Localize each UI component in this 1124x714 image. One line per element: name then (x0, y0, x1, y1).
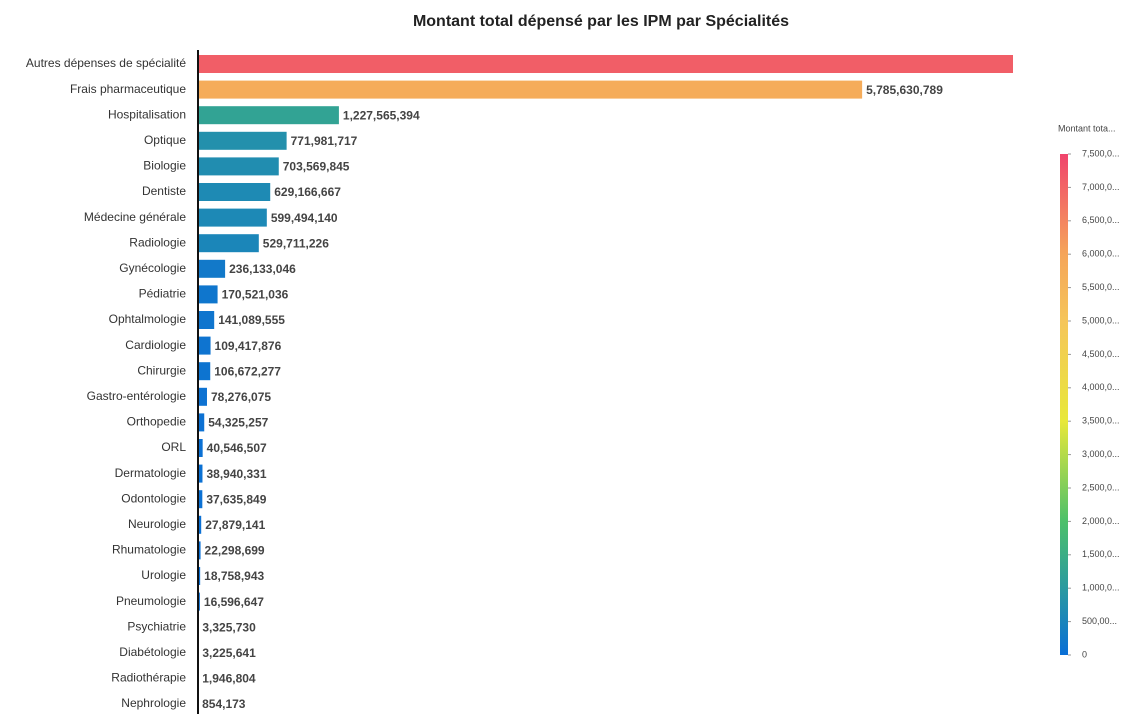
value-label: 599,494,140 (271, 211, 338, 225)
category-label: Chirurgie (137, 363, 186, 377)
colorbar-tick-label: 3,500,0... (1082, 416, 1120, 426)
bar (198, 439, 203, 457)
value-label: 236,133,046 (229, 262, 296, 276)
value-label: 703,569,845 (283, 160, 350, 174)
colorbar-tick-label: 5,500,0... (1082, 282, 1120, 292)
category-label: Odontologie (121, 491, 186, 505)
category-label: Radiothérapie (111, 671, 186, 685)
value-label: 3,225,641 (202, 646, 256, 660)
value-label: 1,946,804 (202, 672, 256, 686)
value-label: 16,596,647 (204, 595, 264, 609)
colorbar-tick-label: 3,000,0... (1082, 449, 1120, 459)
category-label: Frais pharmaceutique (70, 82, 186, 96)
category-label: Gynécologie (119, 261, 186, 275)
bar (198, 515, 202, 534)
colorbar-tick-label: 2,000,0... (1082, 516, 1120, 526)
category-label: Dermatologie (115, 466, 187, 480)
category-label: Psychiatrie (127, 619, 186, 633)
colorbar-tick-label: 5,000,0... (1082, 315, 1120, 325)
bar (198, 362, 211, 381)
colorbar-tick-label: 7,000,0... (1082, 182, 1120, 192)
value-label: 629,166,667 (274, 185, 341, 199)
value-label: 38,940,331 (206, 467, 266, 481)
colorbar-tick-label: 500,00... (1082, 616, 1117, 626)
bar (198, 464, 203, 483)
value-label: 1,227,565,394 (343, 108, 420, 122)
category-label: Radiologie (129, 235, 186, 249)
bar (198, 336, 211, 355)
bar (198, 387, 207, 406)
bar (198, 80, 863, 99)
value-label: 3,325,730 (202, 620, 256, 634)
bar (198, 490, 203, 509)
bar (198, 541, 201, 560)
value-label: 40,546,507 (207, 441, 267, 455)
category-label: Biologie (143, 159, 186, 173)
chart-title: Montant total dépensé par les IPM par Sp… (413, 13, 789, 30)
category-label: Diabétologie (119, 645, 186, 659)
category-label: Autres dépenses de spécialité (26, 56, 186, 70)
category-label: Cardiologie (125, 338, 186, 352)
value-label: 78,276,075 (211, 390, 271, 404)
category-label: Urologie (141, 568, 186, 582)
colorbar-tick-label: 7,500,0... (1082, 148, 1120, 158)
bar (198, 413, 205, 432)
category-label: Neurologie (128, 517, 186, 531)
bar (198, 234, 259, 253)
colorbar-tick-label: 6,000,0... (1082, 249, 1120, 259)
category-label: Pneumologie (116, 594, 186, 608)
value-label: 106,672,277 (214, 364, 281, 378)
value-label: 854,173 (202, 697, 246, 711)
colorbar-tick-label: 6,500,0... (1082, 215, 1120, 225)
value-label: 771,981,717 (291, 134, 358, 148)
category-label: Orthopedie (127, 415, 187, 429)
colorbar-tick-label: 1,500,0... (1082, 549, 1120, 559)
category-label: Nephrologie (121, 696, 186, 710)
value-label: 22,298,699 (205, 544, 265, 558)
value-label: 5,785,630,789 (866, 83, 943, 97)
colorbar-tick-label: 2,500,0... (1082, 482, 1120, 492)
bar (198, 259, 226, 278)
category-label: Médecine générale (84, 210, 186, 224)
value-label: 109,417,876 (215, 339, 282, 353)
bar (198, 311, 215, 329)
bar (198, 157, 279, 176)
value-label: 529,711,226 (263, 236, 329, 250)
colorbar-tick-label: 0 (1082, 649, 1087, 659)
colorbar (1060, 154, 1068, 655)
value-label: 18,758,943 (204, 569, 264, 583)
category-label: Rhumatologie (112, 543, 186, 557)
category-label: Gastro-entérologie (87, 389, 187, 403)
colorbar-tick-label: 4,500,0... (1082, 349, 1120, 359)
value-label: 37,635,849 (206, 492, 266, 506)
bar (198, 106, 339, 125)
category-label: Ophtalmologie (109, 312, 187, 326)
category-label: Pédiatrie (139, 287, 187, 301)
value-label: 141,089,555 (218, 313, 285, 327)
category-label: Hospitalisation (108, 107, 186, 121)
category-label: Optique (144, 133, 186, 147)
category-label: Dentiste (142, 184, 186, 198)
bar (198, 55, 1013, 73)
bar (198, 183, 271, 201)
bar (198, 208, 267, 227)
colorbar-tick-label: 4,000,0... (1082, 382, 1120, 392)
colorbar-tick-label: 1,000,0... (1082, 583, 1120, 593)
value-label: 54,325,257 (208, 416, 268, 430)
category-label: ORL (161, 440, 186, 454)
value-label: 170,521,036 (222, 288, 289, 302)
bar (198, 285, 218, 304)
value-label: 27,879,141 (205, 518, 265, 532)
colorbar-title: Montant tota... (1058, 123, 1116, 133)
bar (198, 567, 201, 585)
bar (198, 131, 287, 150)
